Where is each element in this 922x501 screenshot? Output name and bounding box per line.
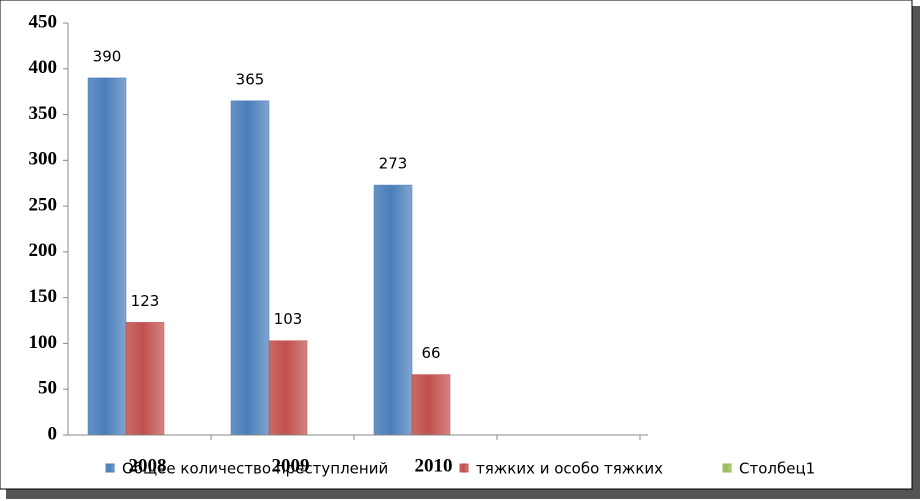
y-tick-label: 100 [29,332,58,353]
legend-label: Столбец1 [739,460,815,478]
y-tick-label: 300 [29,149,58,170]
y-tick-label: 400 [29,57,58,78]
y-tick-label: 150 [29,286,58,307]
value-label: 390 [93,47,122,65]
bar [87,77,127,436]
value-label: 123 [131,292,160,310]
y-tick-label: 350 [29,103,58,124]
value-label: 103 [274,310,303,328]
x-tick-label: 2010 [415,455,453,476]
y-tick-label: 0 [48,423,58,444]
value-label: 365 [236,70,265,88]
legend-label: Общее количество преступлений [122,460,388,478]
y-tick-label: 50 [38,378,57,399]
legend-marker [722,463,732,473]
y-tick-label: 450 [29,11,58,32]
bar [373,184,413,436]
y-tick-label: 200 [29,240,58,261]
x-tick-label: 2008 [129,455,167,476]
bar [411,374,451,436]
bar [125,322,165,436]
x-tick-label: 2009 [272,455,310,476]
bar [268,340,308,436]
y-tick-label: 250 [29,194,58,215]
legend-marker [105,463,115,473]
value-label: 66 [421,344,440,362]
bar [230,100,270,436]
legend-label: тяжких и особо тяжких [476,460,663,478]
value-label: 273 [379,155,408,173]
legend-marker [459,463,469,473]
